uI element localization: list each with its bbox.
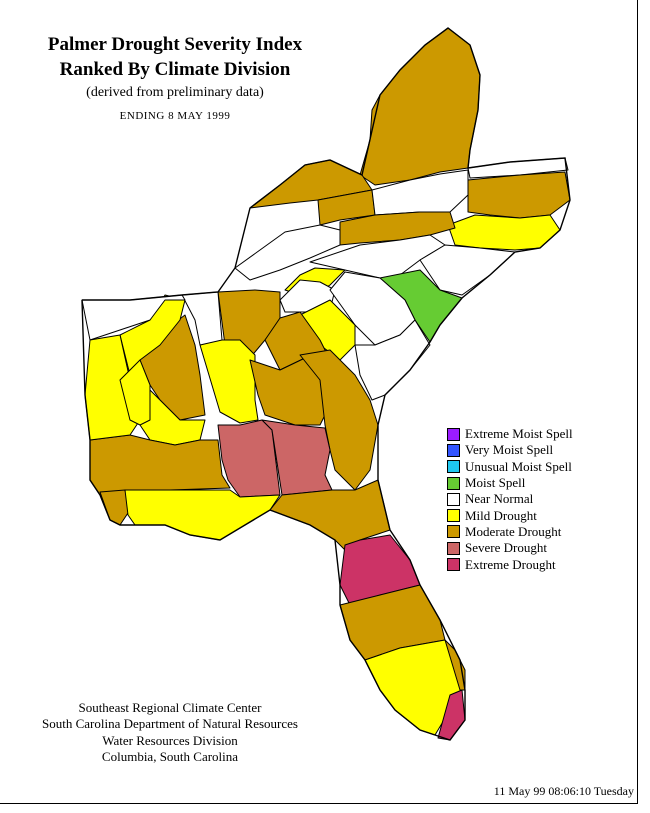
map-frame — [0, 0, 638, 804]
legend: Extreme Moist Spell Very Moist Spell Unu… — [447, 426, 573, 573]
region-nc-moderate-northeast — [467, 171, 571, 219]
legend-item-mild-drought: Mild Drought — [447, 507, 573, 523]
credit-line: Columbia, South Carolina — [101, 748, 239, 764]
legend-swatch — [447, 443, 460, 457]
credit-line: Water Resources Division — [102, 732, 238, 748]
ending-date: ENDING 8 MAY 1999 — [119, 110, 231, 122]
legend-swatch — [447, 492, 460, 506]
coastline-outline — [81, 27, 571, 741]
credit-line: Southeast Regional Climate Center — [78, 700, 262, 715]
legend-label: Severe Drought — [465, 540, 547, 556]
region-ga-moderate-east — [299, 349, 379, 491]
region-fl-moderate-southeast-coast — [444, 639, 466, 691]
legend-swatch — [447, 427, 460, 441]
legend-label: Moderate Drought — [465, 523, 562, 539]
region-ga-moderate-central — [249, 357, 326, 426]
legend-item-extreme-drought: Extreme Drought — [447, 556, 573, 572]
legend-swatch — [447, 525, 460, 539]
legend-item-near-normal: Near Normal — [447, 491, 573, 507]
region-nc-moderate-central — [339, 211, 456, 246]
map-subtitle: Ranked By Climate Division — [59, 59, 291, 80]
legend-swatch — [447, 558, 460, 572]
map-title: Palmer Drought Severity Index — [47, 34, 303, 55]
legend-item-unusual-moist: Unusual Moist Spell — [447, 459, 573, 475]
region-nc-normal-west — [234, 224, 341, 281]
region-ga-mild-west — [199, 339, 259, 424]
legend-label: Mild Drought — [465, 507, 537, 523]
region-sc-normal-south — [354, 319, 431, 401]
legend-label: Extreme Moist Spell — [465, 426, 573, 442]
legend-swatch — [447, 541, 460, 555]
legend-item-moderate-drought: Moderate Drought — [447, 524, 573, 540]
legend-item-extreme-moist: Extreme Moist Spell — [447, 426, 573, 442]
credits: Southeast Regional Climate Center South … — [10, 700, 330, 765]
legend-item-moist: Moist Spell — [447, 475, 573, 491]
legend-swatch — [447, 476, 460, 490]
region-fl-mild-panhandle — [124, 489, 281, 541]
legend-swatch — [447, 509, 460, 523]
legend-label: Extreme Drought — [465, 556, 556, 572]
legend-label: Unusual Moist Spell — [465, 458, 572, 474]
legend-label: Very Moist Spell — [465, 442, 554, 458]
legend-label: Near Normal — [465, 491, 534, 507]
legend-item-very-moist: Very Moist Spell — [447, 442, 573, 458]
data-note: (derived from preliminary data) — [86, 85, 264, 100]
legend-label: Moist Spell — [465, 475, 526, 491]
legend-swatch — [447, 460, 460, 474]
region-al-moderate-south — [89, 434, 231, 496]
region-ga-severe-south — [261, 419, 333, 496]
region-ms-mild-central — [119, 359, 151, 426]
credit-line: South Carolina Department of Natural Res… — [42, 716, 298, 732]
legend-item-severe-drought: Severe Drought — [447, 540, 573, 556]
timestamp: 11 May 99 08:06:10 Tuesday — [493, 784, 634, 798]
